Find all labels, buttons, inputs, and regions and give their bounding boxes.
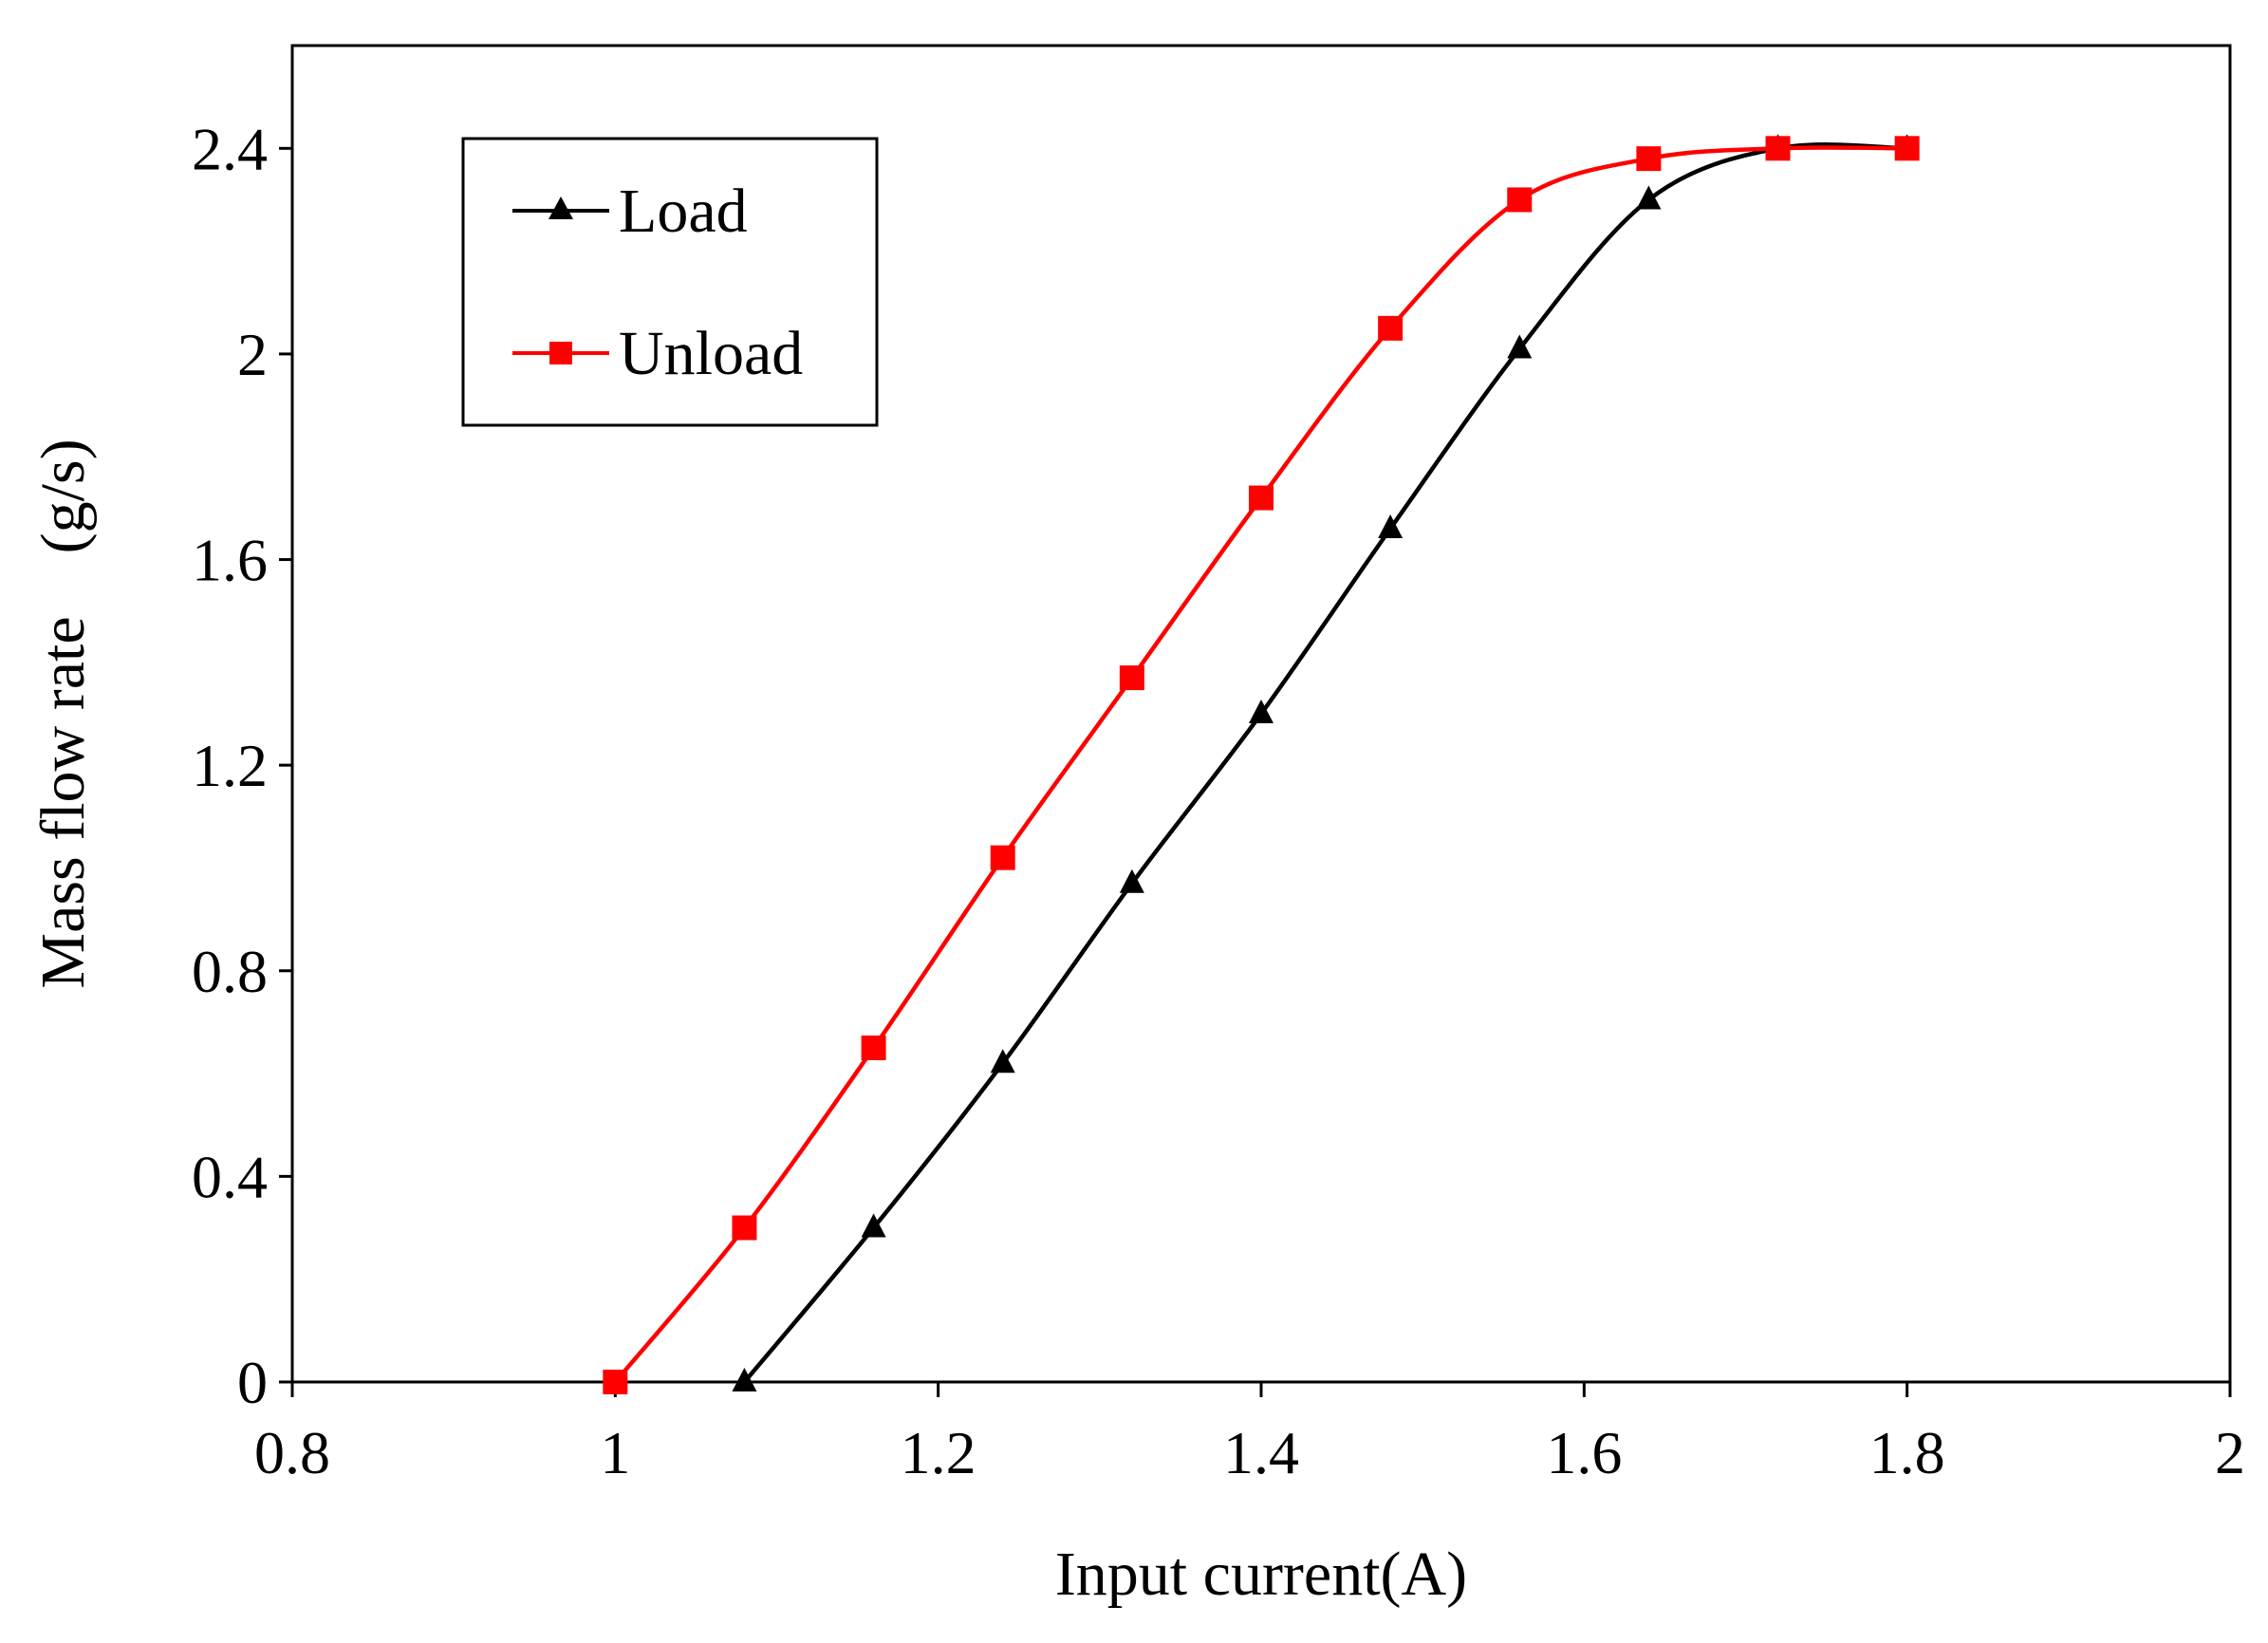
series-line-load (742, 142, 1907, 1384)
data-point-unload (732, 1215, 757, 1241)
data-point-unload (990, 845, 1015, 870)
series-layer (603, 134, 1920, 1394)
data-point-unload (1636, 146, 1662, 172)
data-point-unload (1378, 315, 1404, 341)
x-axis-title: Input current(A) (1055, 1540, 1467, 1609)
y-axis-title: Mass flow rate (g/s) (28, 439, 98, 988)
legend-marker-load (548, 196, 573, 219)
y-tick-label: 1.6 (192, 527, 268, 594)
data-point-load (1507, 334, 1533, 359)
y-tick-label: 0 (237, 1349, 268, 1416)
x-tick-label: 1.6 (1546, 1419, 1622, 1486)
axes: 0 0.4 0.8 1.2 1.6 2 2.4 0.8 1 1.2 1.4 1.6 1.8 2 (192, 115, 2245, 1486)
x-tick-label: 2 (2215, 1419, 2245, 1486)
data-point-unload (603, 1370, 628, 1394)
y-tick-label: 1.2 (192, 732, 268, 799)
data-point-unload (1894, 136, 1920, 161)
data-point-load (1249, 700, 1273, 723)
y-tick-label: 0.8 (192, 938, 268, 1005)
data-point-unload (861, 1036, 886, 1060)
x-tick-label: 1.4 (1223, 1419, 1299, 1486)
legend: Load Unload (461, 137, 879, 427)
data-point-unload (1249, 485, 1273, 511)
data-point-unload (1507, 187, 1533, 213)
data-point-load (1378, 514, 1404, 539)
x-tick-label: 1.2 (901, 1419, 976, 1486)
y-tick-label: 0.4 (192, 1143, 268, 1210)
data-point-load (990, 1049, 1015, 1074)
legend-label-unload: Unload (619, 319, 803, 388)
data-point-load (861, 1213, 886, 1238)
data-point-load (1636, 185, 1662, 210)
data-point-load (1119, 868, 1144, 893)
x-tick-label: 0.8 (254, 1419, 330, 1486)
x-tick-label: 1.8 (1869, 1419, 1945, 1486)
legend-marker-unload (549, 342, 572, 364)
legend-box (461, 137, 879, 427)
x-tick-label: 1 (600, 1419, 630, 1486)
y-tick-label: 2.4 (192, 115, 268, 182)
data-point-unload (1119, 665, 1144, 691)
data-point-load (732, 1368, 757, 1391)
y-tick-label: 2 (237, 321, 268, 388)
data-point-unload (1765, 136, 1791, 161)
legend-label-load: Load (619, 177, 748, 246)
